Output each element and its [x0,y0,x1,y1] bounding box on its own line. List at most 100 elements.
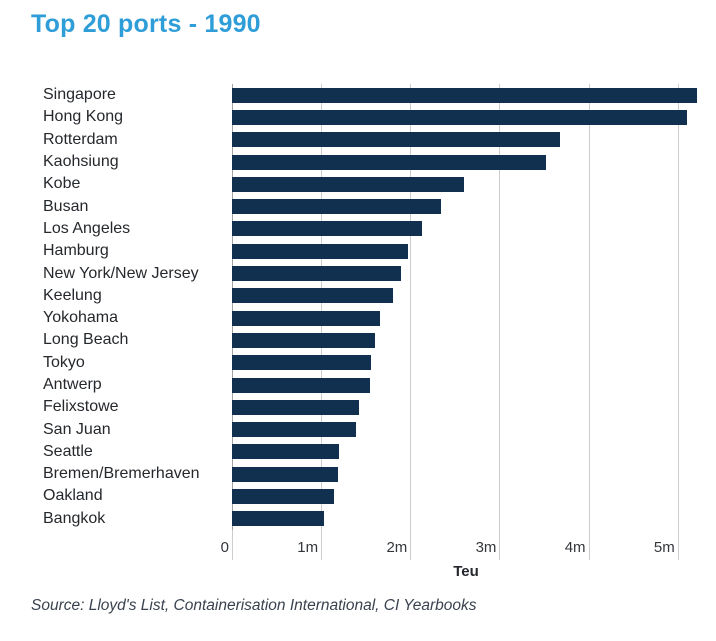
chart-title: Top 20 ports - 1990 [31,10,261,38]
axis-tick-label: 1m [297,539,319,556]
bar [232,399,360,415]
axis-tick-mark [499,530,501,560]
bar [232,444,339,460]
chart-row: Rotterdam [0,129,716,151]
bar [232,288,394,304]
category-label: Los Angeles [43,219,131,237]
category-label: Bremen/Bremerhaven [43,465,200,483]
category-label: Hong Kong [43,108,124,126]
chart-row: Yokohama [0,307,716,329]
chart-row: Busan [0,195,716,217]
bar-track [232,422,700,438]
category-label: Singapore [43,86,116,104]
chart-row: Hamburg [0,240,716,262]
x-axis: 0 1m 2m 3m 4m 5m [221,530,700,560]
bar [232,132,561,148]
category-label: Antwerp [43,376,102,393]
category-label: Keelung [43,286,102,304]
chart-row: Kaohsiung [0,151,716,173]
chart-rows: Singapore Hong Kong Rotterdam Kaohsiung Kobe… [0,84,716,530]
category-label: Felixstowe [43,398,119,416]
bar-track [232,355,700,371]
bar-chart: Singapore Hong Kong Rotterdam Kaohsiung Kobe… [0,84,716,530]
axis-tick-label: 3m [475,539,497,556]
axis-tick-label: 2m [386,539,408,556]
bar-track [232,243,700,259]
bar-track [232,444,700,460]
bar [232,511,324,527]
bar [232,266,402,282]
category-label: Rotterdam [43,130,118,148]
bar [232,332,375,348]
bar [232,109,687,125]
bar-track [232,466,700,482]
bar-track [232,154,700,170]
bar [232,176,464,192]
bar [232,154,546,170]
axis-tick-label: 0 [220,539,229,556]
bar-track [232,87,700,103]
gridline [588,84,590,530]
category-label: Long Beach [43,331,129,349]
chart-row: Oakland [0,485,716,507]
bar [232,466,339,482]
axis-tick-mark [232,530,233,560]
category-label: Yokohama [43,309,119,327]
bar-track [232,132,700,148]
category-label: New York/New Jersey [43,264,199,282]
chart-row: San Juan [0,418,716,440]
bar [232,199,442,215]
bar-track [232,176,700,192]
bar-track [232,399,700,415]
chart-row: Los Angeles [0,218,716,240]
axis-title: Teu [453,563,479,580]
bar-track [232,221,700,237]
gridline [677,84,679,530]
bar [232,87,698,103]
chart-row: New York/New Jersey [0,262,716,284]
axis-tick-mark [321,530,323,560]
axis-tick-label: 5m [653,539,675,556]
chart-row: Long Beach [0,329,716,351]
bar [232,355,372,371]
bar [232,310,380,326]
axis-tick-mark [410,530,412,560]
chart-row: Bangkok [0,508,716,530]
bar [232,221,422,237]
bar-track [232,377,700,393]
bar-track [232,511,700,527]
chart-row: Tokyo [0,352,716,374]
chart-row: Felixstowe [0,396,716,418]
axis-tick-mark [677,530,679,560]
category-label: Oakland [43,487,103,505]
gridline [321,84,323,530]
source-note: Source: Lloyd's List, Containerisation I… [31,597,477,614]
bar-track [232,199,700,215]
chart-row: Kobe [0,173,716,195]
bar-track [232,310,700,326]
bar [232,377,371,393]
bar-track [232,109,700,125]
bar-track [232,488,700,504]
gridline [232,84,233,530]
gridline [410,84,412,530]
gridlines [232,84,700,530]
category-label: San Juan [43,420,111,438]
gridline [499,84,501,530]
category-label: Busan [43,197,89,215]
bar [232,243,408,259]
axis-tick-label: 4m [564,539,586,556]
category-label: Kaohsiung [43,153,119,171]
chart-row: Singapore [0,84,716,106]
category-label: Seattle [43,442,93,460]
chart-row: Keelung [0,285,716,307]
chart-row: Seattle [0,441,716,463]
axis-tick-mark [588,530,590,560]
chart-row: Antwerp [0,374,716,396]
bar-track [232,288,700,304]
bar [232,422,356,438]
category-label: Tokyo [43,353,85,371]
bar-track [232,332,700,348]
category-label: Kobe [43,175,81,193]
